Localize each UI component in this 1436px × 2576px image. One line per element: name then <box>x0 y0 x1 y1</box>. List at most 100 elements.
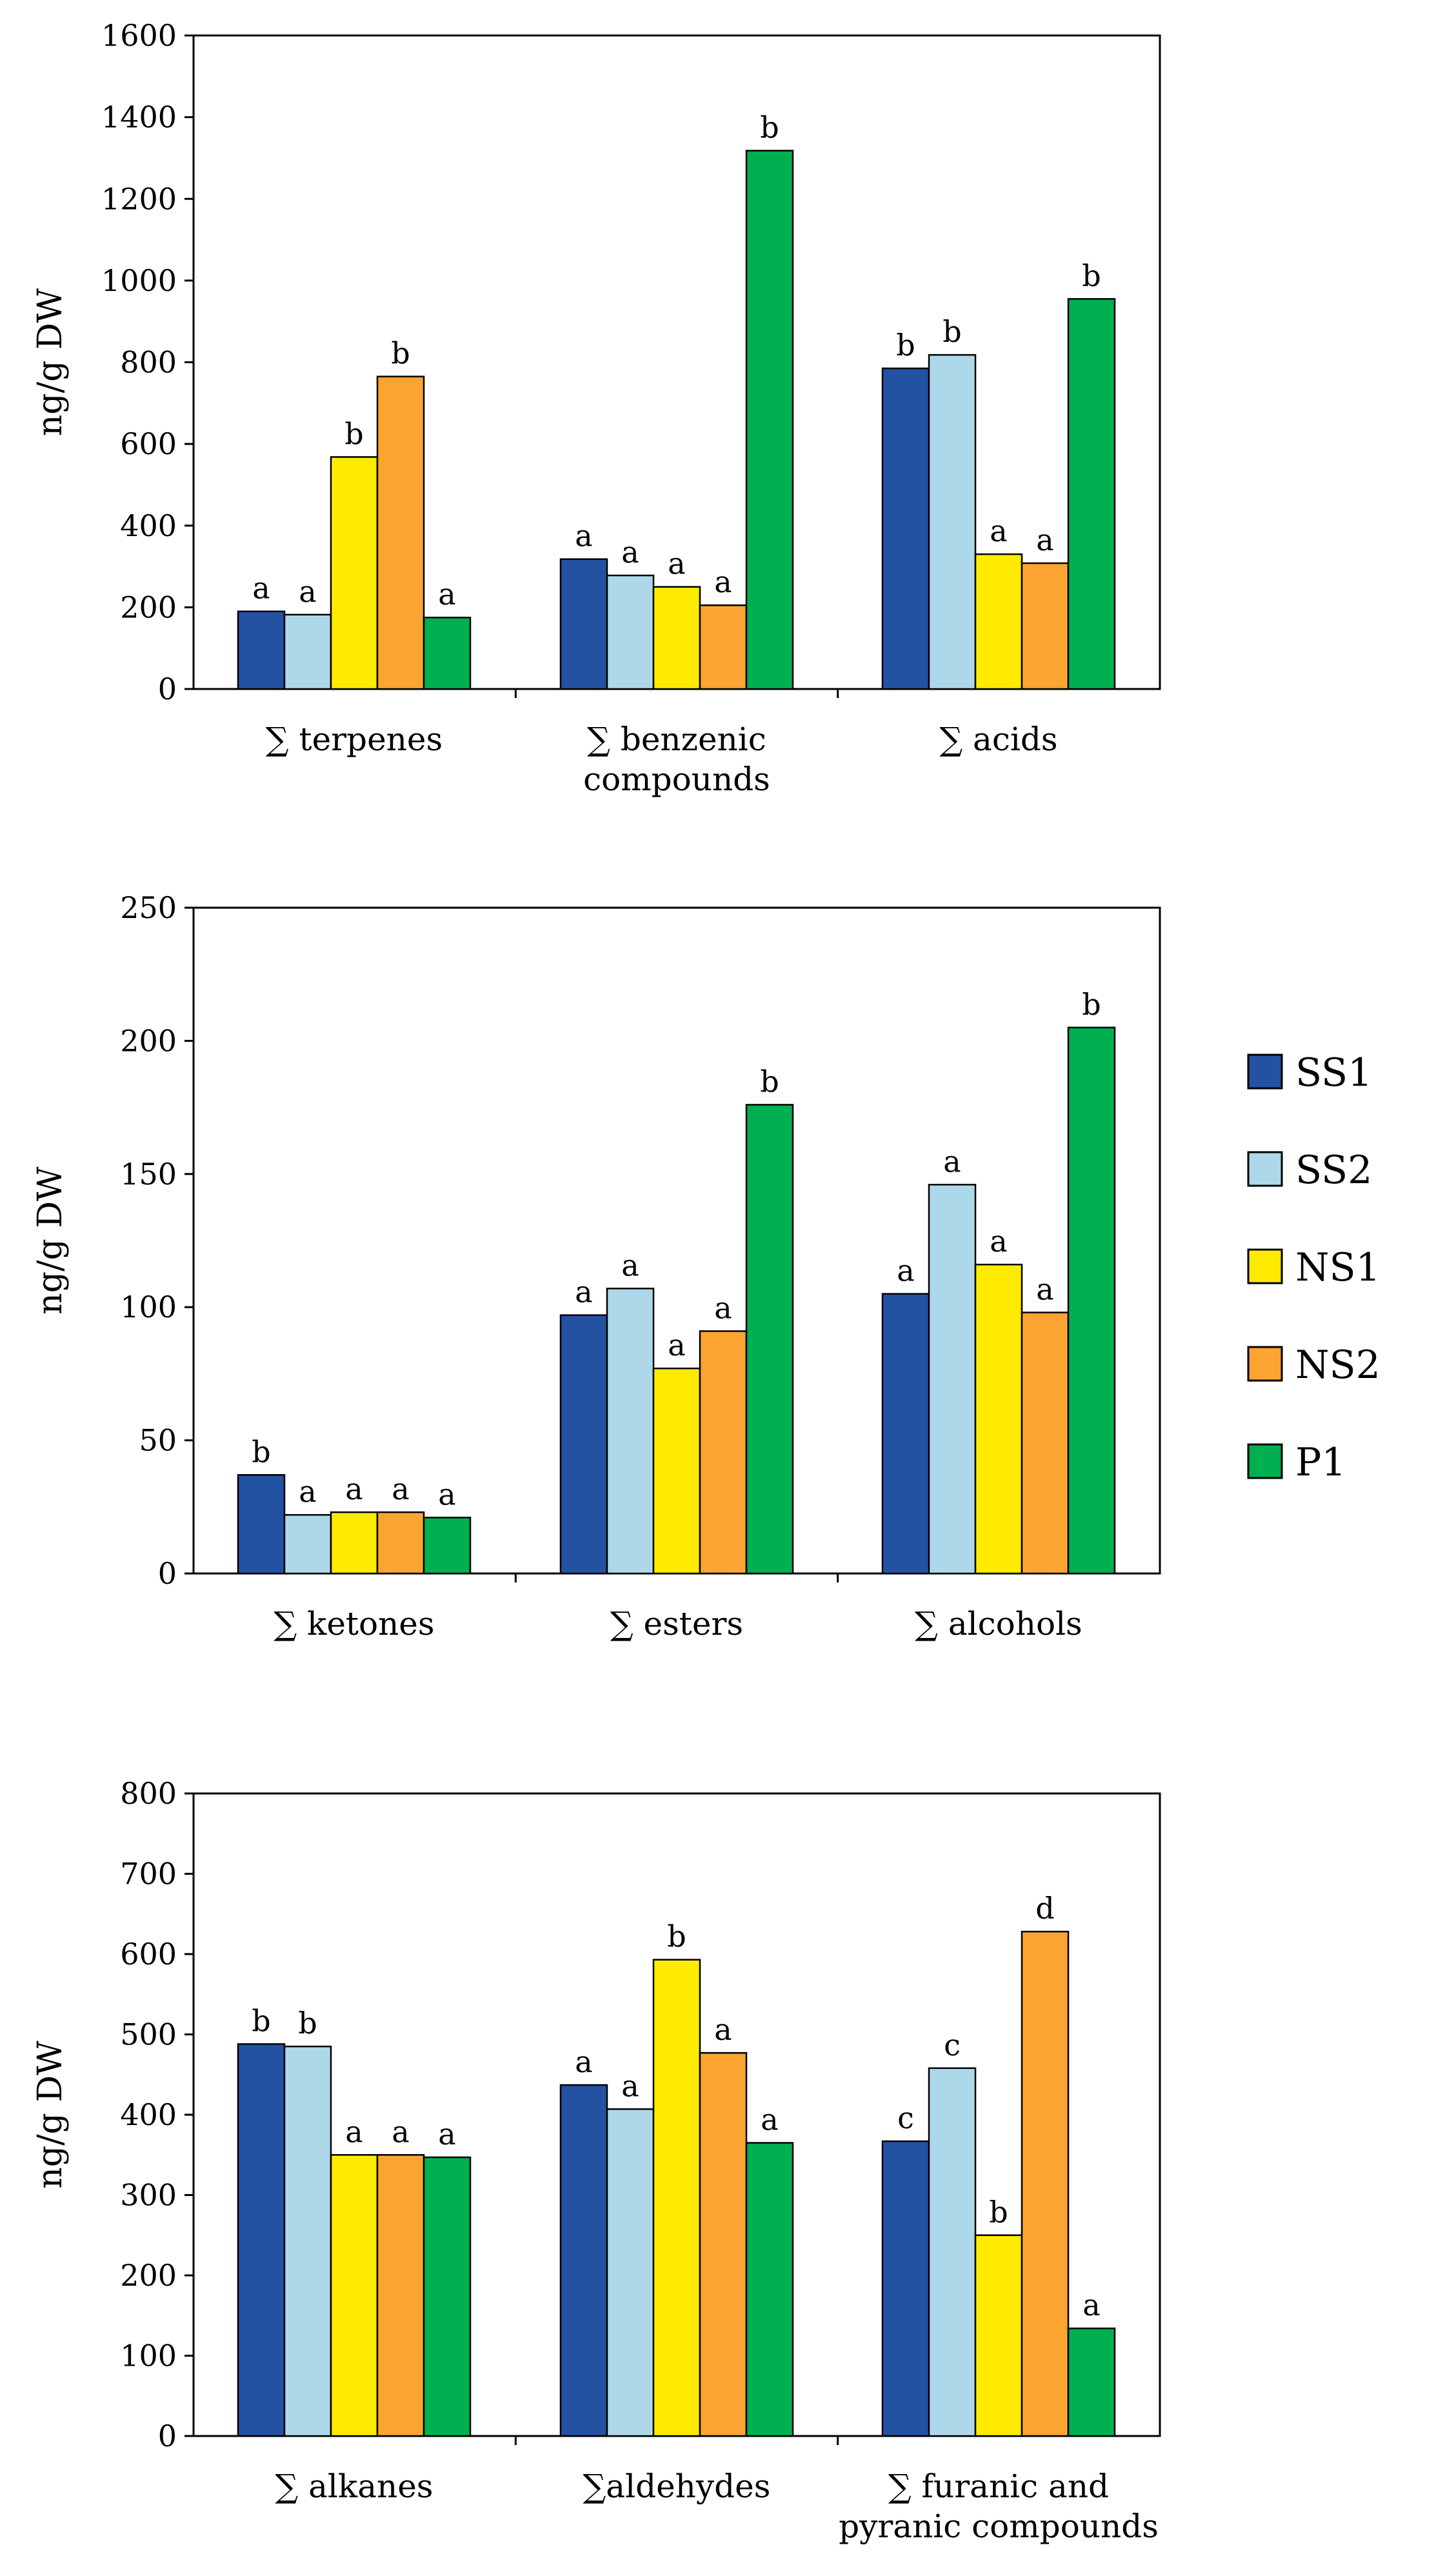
y-tick-label: 0 <box>158 2419 177 2453</box>
bar-ss2 <box>283 614 332 690</box>
bar-ss1 <box>559 1314 608 1575</box>
category-label: ∑ esters <box>610 1605 743 1642</box>
legend-label: P1 <box>1295 1440 1346 1485</box>
significance-letter: a <box>943 1144 961 1179</box>
significance-letter: b <box>252 2003 270 2038</box>
significance-letter: a <box>392 2114 409 2149</box>
bar-ns1 <box>974 1263 1023 1575</box>
legend-item-ss1: SS1 <box>1247 1050 1372 1095</box>
significance-letter: b <box>298 2006 317 2041</box>
significance-letter: a <box>621 1248 639 1283</box>
bar-ns2 <box>1021 1930 1070 2437</box>
legend-swatch <box>1247 1443 1283 1479</box>
bar-ss2 <box>606 1288 655 1575</box>
significance-letter: b <box>391 336 410 371</box>
legend-item-ns1: NS1 <box>1247 1245 1381 1290</box>
significance-letter: b <box>344 416 363 451</box>
category-label: ∑ alkanes <box>275 2468 434 2505</box>
y-tick-label: 1600 <box>101 18 177 53</box>
category-label: ∑aldehydes <box>583 2468 771 2505</box>
significance-letter: a <box>1036 1272 1053 1306</box>
significance-letter: a <box>714 2012 732 2047</box>
significance-letter: a <box>299 574 316 609</box>
significance-letter: b <box>1082 258 1101 293</box>
bar-p1 <box>423 2156 472 2437</box>
significance-letter: a <box>299 1474 316 1509</box>
bar-ns2 <box>376 375 425 690</box>
significance-letter: a <box>990 514 1007 548</box>
significance-letter: a <box>438 2117 455 2152</box>
bar-ss2 <box>606 574 655 690</box>
bar-ns2 <box>1021 1312 1070 1575</box>
bar-ss1 <box>881 367 930 690</box>
y-axis-title: ng/g DW <box>31 288 70 436</box>
y-tick-label: 200 <box>120 590 177 624</box>
significance-letter: b <box>252 1434 270 1469</box>
y-tick-label: 800 <box>120 1776 177 1811</box>
significance-letter: a <box>621 535 639 570</box>
significance-letter: a <box>990 1224 1007 1259</box>
y-axis-title: ng/g DW <box>31 2041 70 2189</box>
y-tick-label: 600 <box>120 426 177 461</box>
significance-letter: a <box>392 1472 409 1506</box>
bar-ns1 <box>652 1367 701 1575</box>
bar-ns2 <box>699 604 748 690</box>
category-label: ∑ terpenes <box>266 721 443 758</box>
significance-letter: b <box>896 328 915 363</box>
legend-swatch <box>1247 1248 1283 1284</box>
category-label: ∑ alcohols <box>915 1605 1082 1642</box>
y-tick-label: 1400 <box>101 100 177 135</box>
significance-letter: b <box>942 314 961 349</box>
significance-letter: b <box>989 2195 1008 2230</box>
bar-ns1 <box>974 553 1023 690</box>
bar-ns2 <box>376 1511 425 1575</box>
bar-ss2 <box>928 2067 977 2437</box>
y-tick-label: 150 <box>120 1157 177 1192</box>
y-tick-label: 1200 <box>101 181 177 216</box>
legend-label: SS2 <box>1295 1148 1372 1193</box>
bar-ss1 <box>881 2140 930 2437</box>
bar-ns2 <box>699 2052 748 2437</box>
legend: SS1 SS2 NS1 NS2 P1 <box>1247 1050 1381 1485</box>
bar-p1 <box>745 150 794 690</box>
y-tick-label: 600 <box>120 1937 177 1972</box>
significance-letter: a <box>252 571 270 606</box>
significance-letter: b <box>1082 987 1101 1022</box>
bar-ns1 <box>974 2234 1023 2437</box>
bar-ss2 <box>928 1184 977 1575</box>
legend-item-ss2: SS2 <box>1247 1148 1372 1193</box>
legend-swatch <box>1247 1346 1283 1382</box>
significance-letter: a <box>668 546 685 581</box>
category-label: ∑ acids <box>939 721 1057 758</box>
bar-ns1 <box>330 2154 379 2437</box>
legend-label: SS1 <box>1295 1050 1372 1095</box>
bar-ns2 <box>1021 562 1070 690</box>
significance-letter: a <box>621 2068 639 2103</box>
bar-ss1 <box>559 558 608 690</box>
bar-ss1 <box>559 2084 608 2437</box>
y-tick-label: 100 <box>120 2339 177 2373</box>
significance-letter: b <box>760 110 779 145</box>
y-axis-title: ng/g DW <box>31 1166 70 1315</box>
significance-letter: a <box>345 2114 363 2149</box>
y-tick-label: 400 <box>120 508 177 543</box>
y-tick-label: 0 <box>158 1556 177 1591</box>
y-tick-label: 250 <box>120 890 177 925</box>
y-tick-label: 700 <box>120 1857 177 1892</box>
y-tick-label: 300 <box>120 2178 177 2213</box>
bar-ss2 <box>283 2045 332 2437</box>
bar-ss2 <box>283 1513 332 1575</box>
bar-p1 <box>423 616 472 690</box>
significance-letter: a <box>714 1290 732 1325</box>
bar-p1 <box>423 1517 472 1575</box>
y-tick-label: 200 <box>120 2258 177 2293</box>
bar-p1 <box>745 2142 794 2437</box>
category-label: ∑ benzenic compounds <box>583 721 770 798</box>
significance-letter: a <box>1036 523 1053 557</box>
chart-panel-3: 0 100 200 300 400 500 600 700 800 ng/g DW b a c b a c a b… <box>31 1776 1161 2545</box>
bar-p1 <box>1067 298 1116 690</box>
